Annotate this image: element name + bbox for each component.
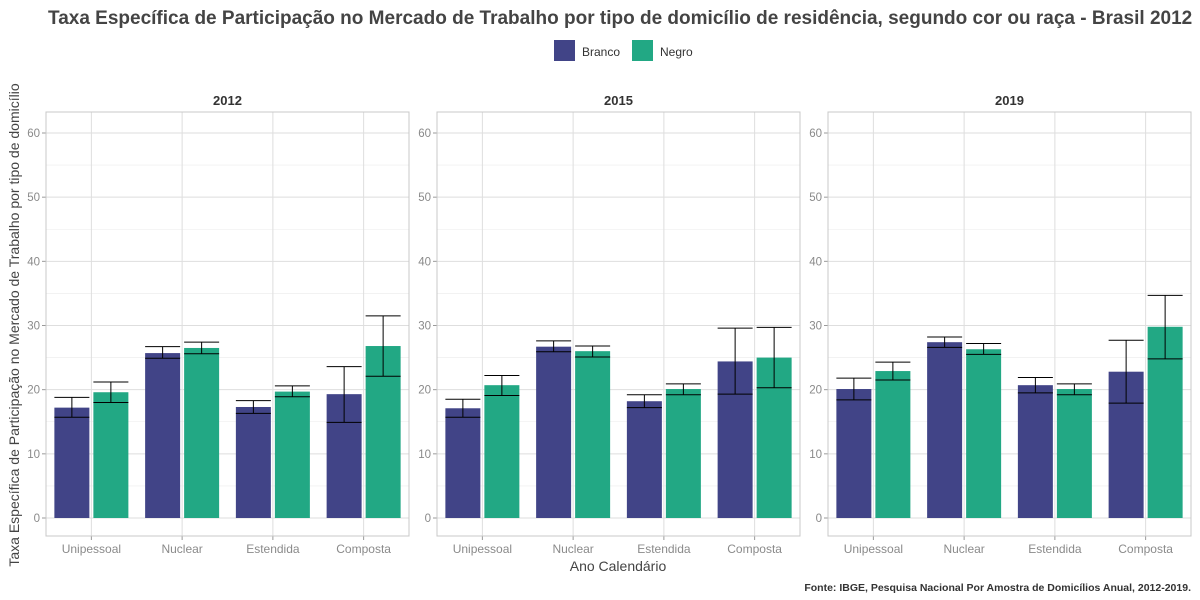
x-tick-label: Unipessoal xyxy=(62,542,121,556)
facet-panel-2019: 2019 0 10 20 30 40 50 60 Unipessoal Nuclear Estend… xyxy=(809,93,1192,556)
facet-panel-2015: 2015 0 10 20 30 40 50 60 Unipessoal Nuclear Estend… xyxy=(418,93,801,556)
error-bar-branco-estendida xyxy=(1017,376,1053,394)
bar-negro-unipessoal xyxy=(93,392,129,518)
x-tick-label: Unipessoal xyxy=(453,542,512,556)
x-tick-label: Composta xyxy=(1118,542,1173,556)
y-axis-title: Taxa Específica de Participação no Merca… xyxy=(6,83,22,566)
y-tick-label: 50 xyxy=(418,192,431,204)
panel-border xyxy=(827,111,1192,537)
error-bar-negro-composta xyxy=(365,315,401,377)
y-tick-label: 20 xyxy=(27,385,40,397)
bar-branco-nuclear xyxy=(536,346,572,518)
y-tick-label: 0 xyxy=(425,513,431,525)
panel-border xyxy=(45,111,410,537)
y-tick-label: 30 xyxy=(809,321,822,333)
source-caption: Fonte: IBGE, Pesquisa Nacional Por Amost… xyxy=(804,582,1191,594)
y-tick-label: 10 xyxy=(809,449,822,461)
y-tick-label: 60 xyxy=(418,128,431,140)
y-tick-label: 0 xyxy=(816,513,822,525)
x-tick-label: Composta xyxy=(727,542,782,556)
y-tick-label: 60 xyxy=(809,128,822,140)
y-tick-label: 10 xyxy=(27,449,40,461)
bar-negro-nuclear xyxy=(575,351,611,518)
error-bar-branco-unipessoal xyxy=(54,396,90,418)
x-tick-label: Nuclear xyxy=(943,542,984,556)
facet-strip-label: 2012 xyxy=(213,93,242,108)
x-tick-label: Composta xyxy=(336,542,391,556)
error-bar-negro-unipessoal xyxy=(484,375,520,396)
y-tick-label: 20 xyxy=(809,385,822,397)
error-bar-negro-composta xyxy=(756,326,792,389)
bar-branco-unipessoal xyxy=(445,408,481,518)
panel-border xyxy=(436,111,801,537)
bar-negro-estendida xyxy=(665,389,701,518)
error-bar-negro-unipessoal xyxy=(93,381,129,403)
legend-label-negro: Negro xyxy=(660,45,693,59)
y-tick-label: 20 xyxy=(418,385,431,397)
y-tick-label: 0 xyxy=(34,513,40,525)
error-bar-branco-composta xyxy=(717,327,753,395)
error-bar-branco-nuclear xyxy=(536,340,572,353)
bar-branco-unipessoal xyxy=(54,407,90,518)
error-bar-negro-estendida xyxy=(665,383,701,396)
bar-negro-estendida xyxy=(274,391,310,518)
error-bar-negro-nuclear xyxy=(575,345,611,358)
bar-branco-nuclear xyxy=(145,353,181,518)
error-bar-branco-estendida xyxy=(626,394,662,409)
bar-branco-unipessoal xyxy=(836,389,872,518)
error-bar-negro-estendida xyxy=(1056,383,1092,396)
error-bar-branco-unipessoal xyxy=(836,377,872,401)
bar-negro-nuclear xyxy=(184,347,220,518)
error-bar-negro-nuclear xyxy=(184,341,220,355)
error-bar-negro-composta xyxy=(1147,294,1183,360)
bar-branco-nuclear xyxy=(927,342,963,518)
error-bar-branco-estendida xyxy=(235,400,271,414)
x-tick-label: Estendida xyxy=(1028,542,1082,556)
error-bar-branco-nuclear xyxy=(145,346,181,359)
x-axis-title: Ano Calendário xyxy=(570,558,667,574)
y-tick-label: 50 xyxy=(27,192,40,204)
y-tick-label: 40 xyxy=(809,256,822,268)
y-tick-label: 30 xyxy=(27,321,40,333)
y-tick-label: 60 xyxy=(27,128,40,140)
y-tick-label: 40 xyxy=(418,256,431,268)
y-tick-label: 30 xyxy=(418,321,431,333)
x-tick-label: Nuclear xyxy=(552,542,593,556)
legend-swatch-branco xyxy=(554,40,575,61)
bar-branco-estendida xyxy=(626,401,662,518)
y-tick-label: 40 xyxy=(27,256,40,268)
error-bar-branco-unipessoal xyxy=(445,398,481,418)
error-bar-negro-nuclear xyxy=(966,342,1002,355)
x-tick-label: Estendida xyxy=(637,542,691,556)
facet-strip-label: 2019 xyxy=(995,93,1024,108)
error-bar-branco-composta xyxy=(1108,339,1144,404)
bar-branco-estendida xyxy=(1017,385,1053,518)
bar-negro-nuclear xyxy=(966,349,1002,518)
bar-negro-unipessoal xyxy=(484,385,520,518)
bar-negro-estendida xyxy=(1056,389,1092,518)
bar-branco-estendida xyxy=(235,406,271,518)
error-bar-branco-composta xyxy=(326,366,362,423)
y-tick-label: 50 xyxy=(809,192,822,204)
facet-panels: 2012 0 10 20 30 40 50 60 Unipessoal Nuclear Estend… xyxy=(27,93,1192,556)
error-bar-branco-nuclear xyxy=(927,336,963,348)
facet-strip-label: 2015 xyxy=(604,93,633,108)
x-tick-label: Unipessoal xyxy=(844,542,903,556)
legend-swatch-negro xyxy=(632,40,653,61)
legend: Branco Negro xyxy=(554,40,693,61)
x-tick-label: Estendida xyxy=(246,542,300,556)
legend-label-branco: Branco xyxy=(582,45,620,59)
error-bar-negro-estendida xyxy=(274,385,310,398)
chart-title: Taxa Específica de Participação no Merca… xyxy=(48,8,1192,29)
y-tick-label: 10 xyxy=(418,449,431,461)
bar-negro-unipessoal xyxy=(875,371,911,518)
facet-panel-2012: 2012 0 10 20 30 40 50 60 Unipessoal Nuclear Estend… xyxy=(27,93,410,556)
error-bar-negro-unipessoal xyxy=(875,361,911,381)
x-tick-label: Nuclear xyxy=(161,542,202,556)
